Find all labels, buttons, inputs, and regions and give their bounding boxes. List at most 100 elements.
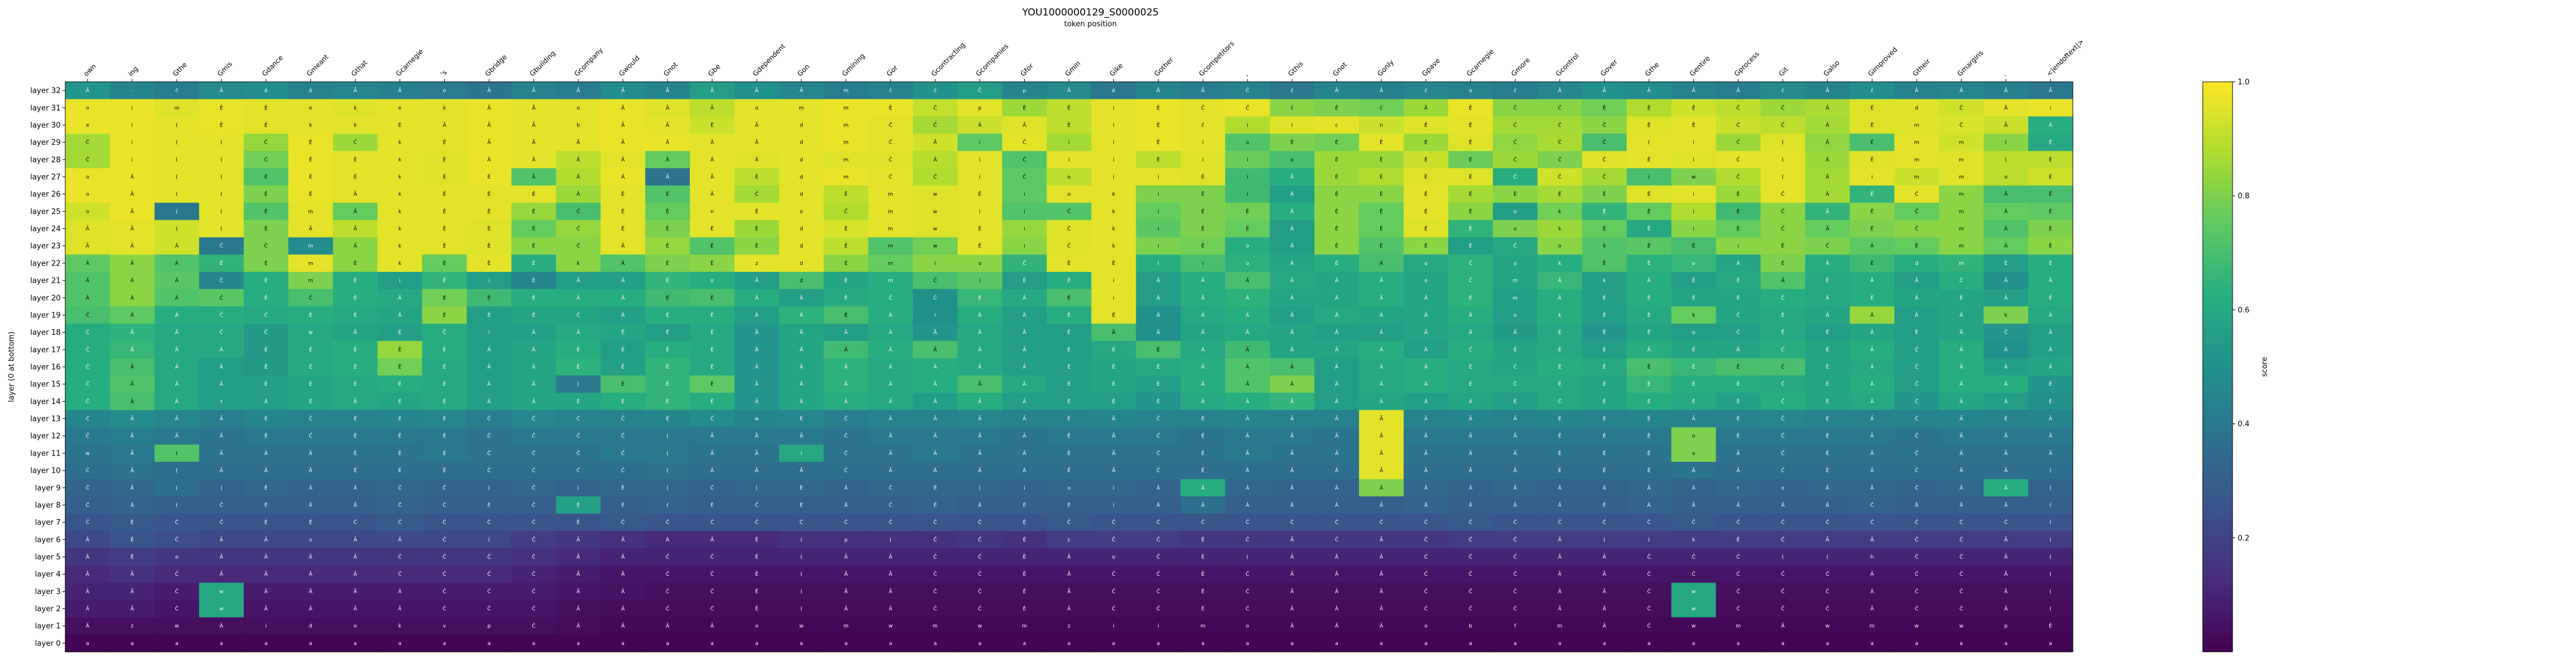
heatmap-cell (1448, 427, 1494, 445)
heatmap-cell (288, 151, 334, 169)
y-tick-label: layer 14 (30, 398, 61, 406)
cell-label: a (1959, 641, 1963, 647)
cell-label: Ê (755, 605, 758, 612)
cell-label: Ã (1558, 502, 1562, 508)
cell-label: Ã (934, 398, 938, 405)
cell-label: Ĉ (1514, 605, 1517, 612)
heatmap-cell (1359, 289, 1404, 307)
cell-label: Ã (532, 122, 536, 128)
cell-label: Ĉ (532, 467, 535, 474)
heatmap-cell (422, 513, 467, 532)
heatmap-cell (1626, 358, 1672, 376)
heatmap-cell (377, 565, 423, 583)
heatmap-cell (1939, 254, 1984, 272)
heatmap-cell (1537, 375, 1583, 393)
cell-label: Ê (1692, 381, 1696, 387)
heatmap-cell (912, 220, 958, 238)
cell-label: Ã (1959, 312, 1963, 318)
cell-label: i (1024, 192, 1025, 197)
heatmap-cell (109, 410, 155, 428)
cell-label: Ĉ (889, 519, 892, 526)
heatmap-cell (109, 237, 155, 255)
cell-label: Ĉ (1781, 363, 1784, 370)
heatmap-cell (1225, 462, 1270, 480)
heatmap-cell (690, 634, 735, 652)
heatmap-cell (1046, 479, 1092, 497)
heatmap-cell (868, 548, 914, 566)
heatmap-cell (779, 203, 824, 221)
heatmap-cell (1626, 583, 1672, 601)
heatmap-cell (1671, 289, 1717, 307)
heatmap-cell (1894, 358, 1939, 376)
heatmap-cell (2028, 99, 2073, 117)
x-tick-label: Gnot (1331, 61, 1349, 78)
heatmap-cell (1270, 323, 1315, 342)
cell-label: Ĉ (1959, 121, 1963, 128)
heatmap-cell (377, 444, 423, 462)
cell-label: Ê (532, 243, 535, 250)
cell-label: Ĉ (1469, 519, 1472, 526)
cell-label: Â (1380, 346, 1384, 353)
cell-label: Ã (1870, 606, 1874, 612)
cell-label: Ã (487, 105, 491, 111)
cell-label: Ã (2004, 88, 2008, 94)
heatmap-cell (1894, 410, 1939, 428)
cell-label: Ê (354, 156, 357, 163)
heatmap-cell (1359, 358, 1404, 376)
cell-label: Ĉ (353, 139, 357, 146)
cell-label: Ê (1424, 225, 1428, 232)
heatmap-cell (1626, 272, 1672, 290)
heatmap-cell (1850, 513, 1895, 532)
heatmap-cell (1850, 410, 1895, 428)
cell-label: Ã (1290, 571, 1294, 577)
cell-label: m (843, 175, 848, 180)
heatmap-cell (556, 220, 601, 238)
cell-label: Ĉ (1826, 571, 1829, 577)
heatmap-cell (1671, 496, 1717, 514)
cell-label: Ĉ (86, 415, 89, 422)
cell-label: Ê (398, 363, 402, 370)
cell-label: Ê (1959, 294, 1963, 301)
heatmap-cell (1091, 358, 1136, 376)
cell-label: Â (1469, 398, 1473, 405)
cell-label: Ê (978, 191, 982, 197)
heatmap-cell (1448, 168, 1494, 186)
heatmap-cell (1582, 513, 1627, 532)
cell-label: Ĉ (487, 553, 491, 560)
heatmap-cell (912, 168, 958, 186)
heatmap-cell (1091, 99, 1136, 117)
cell-label: Ĉ (576, 311, 580, 318)
cell-label: Ĉ (1781, 433, 1784, 440)
heatmap-cell (1404, 444, 1449, 462)
heatmap-cell (1270, 393, 1315, 411)
cell-label: Ã (1870, 571, 1874, 577)
heatmap-cell (422, 237, 467, 255)
heatmap-cell (377, 583, 423, 601)
heatmap-cell (1002, 548, 1048, 566)
cell-label: Ĉ (532, 553, 535, 560)
cell-label: o (1514, 227, 1517, 232)
cell-label: Ĉ (1915, 553, 1918, 560)
cell-label: a (1246, 641, 1249, 647)
heatmap-cell (645, 479, 690, 497)
y-tick-label: layer 3 (35, 588, 61, 596)
cell-label: m (308, 278, 313, 284)
heatmap-cell (1582, 272, 1627, 290)
cell-label: Ã (1290, 606, 1294, 612)
heatmap-cell (1448, 341, 1494, 359)
cell-label: Ã (1736, 347, 1740, 353)
heatmap-cell (1404, 462, 1449, 480)
heatmap-cell (1984, 116, 2029, 134)
cell-label: Ã (800, 468, 804, 474)
heatmap-cell (511, 513, 556, 532)
cell-label: Ĉ (86, 398, 89, 405)
cell-label: Ĉ (1514, 588, 1517, 595)
cell-label: Ã (2004, 554, 2008, 560)
heatmap-cell (868, 444, 914, 462)
heatmap-cell (199, 203, 244, 221)
cell-label: Ê (1870, 104, 1874, 111)
cell-label: Ã (1290, 485, 1294, 491)
heatmap-cell (511, 116, 556, 134)
cell-label: o (1068, 175, 1071, 180)
heatmap-cell (734, 565, 780, 583)
